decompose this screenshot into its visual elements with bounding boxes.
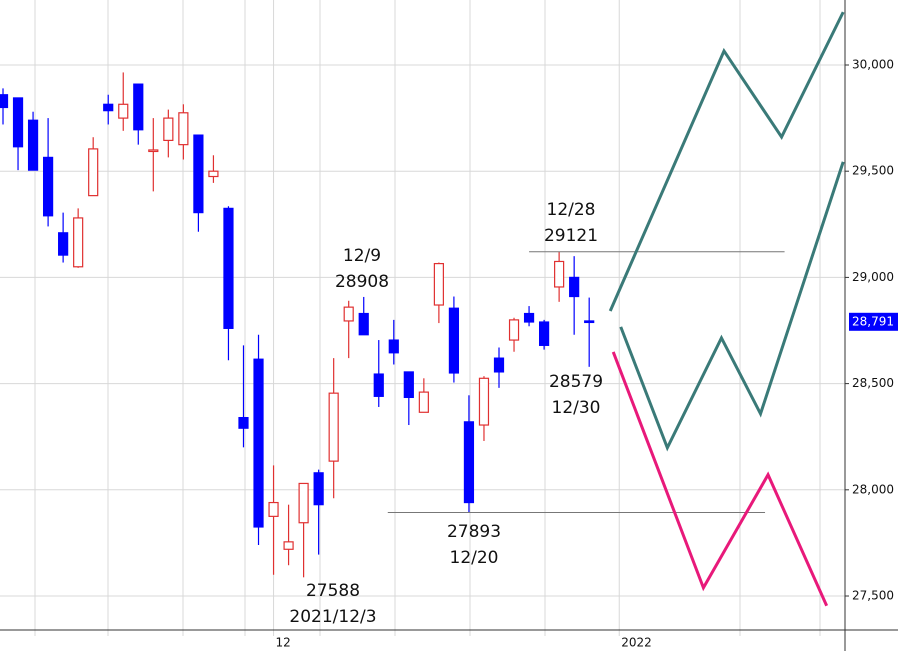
candle-body <box>343 306 354 322</box>
candle-body <box>478 377 490 426</box>
candle-body <box>133 83 144 131</box>
x-tick-label: 2022 <box>621 636 652 650</box>
candle-body <box>448 307 460 374</box>
y-tick-label: 30,000 <box>852 57 894 71</box>
candle-body <box>103 103 114 112</box>
candle-body <box>538 321 550 346</box>
candle-body <box>0 94 9 109</box>
candle-body <box>463 421 475 504</box>
y-tick-label: 28,000 <box>852 482 894 496</box>
candle-body <box>554 260 565 288</box>
candle-body <box>148 149 159 153</box>
candle-body <box>388 339 399 354</box>
annotation: 12/20 <box>450 548 499 568</box>
annotation: 12/30 <box>552 398 601 418</box>
annotation: 29121 <box>544 226 598 246</box>
y-tick-label: 29,500 <box>852 164 894 178</box>
candle-body <box>358 312 369 336</box>
candle-body <box>253 358 264 528</box>
candle-body <box>283 541 294 550</box>
scenario-line <box>611 351 829 607</box>
scenario-line <box>608 11 845 312</box>
candle-body <box>178 112 189 146</box>
scenario-line <box>619 161 845 452</box>
annotation: 12/28 <box>547 200 596 220</box>
candle-body <box>42 156 54 217</box>
candle-body <box>523 312 535 323</box>
candle-body <box>163 117 174 142</box>
annotation: 12/9 <box>343 246 381 266</box>
last-price-label: 28,791 <box>852 314 894 328</box>
x-tick-label: 12 <box>276 636 291 650</box>
candle-body <box>12 97 24 148</box>
candle-body <box>73 217 84 268</box>
candle-body <box>58 232 69 256</box>
candle-body <box>403 371 414 399</box>
annotation: 28579 <box>549 372 603 392</box>
candle-body <box>433 262 444 306</box>
candle-body <box>313 472 324 506</box>
annotation: 2021/12/3 <box>289 607 376 627</box>
annotation: 28908 <box>335 272 389 292</box>
candle-body <box>493 357 505 373</box>
candle-body <box>298 482 309 524</box>
candle-body <box>193 134 204 214</box>
y-tick-label: 28,500 <box>852 376 894 390</box>
candle-body <box>373 373 384 397</box>
candle-body <box>118 103 129 119</box>
y-tick-label: 29,000 <box>852 270 894 284</box>
annotation: 27893 <box>447 522 501 542</box>
annotation: 27588 <box>306 581 360 601</box>
candle-body <box>569 276 580 298</box>
candle-body <box>508 319 520 341</box>
candle-body <box>418 391 429 413</box>
candle-body <box>223 207 234 329</box>
y-tick-label: 27,500 <box>852 589 894 603</box>
candle-body <box>208 170 219 178</box>
candle-body <box>584 320 595 324</box>
candle-body <box>88 148 99 197</box>
candle-body <box>268 501 279 517</box>
candle-body <box>27 119 39 171</box>
candle-body <box>328 392 339 462</box>
candle-body <box>238 416 249 429</box>
last-price-box <box>849 312 898 331</box>
